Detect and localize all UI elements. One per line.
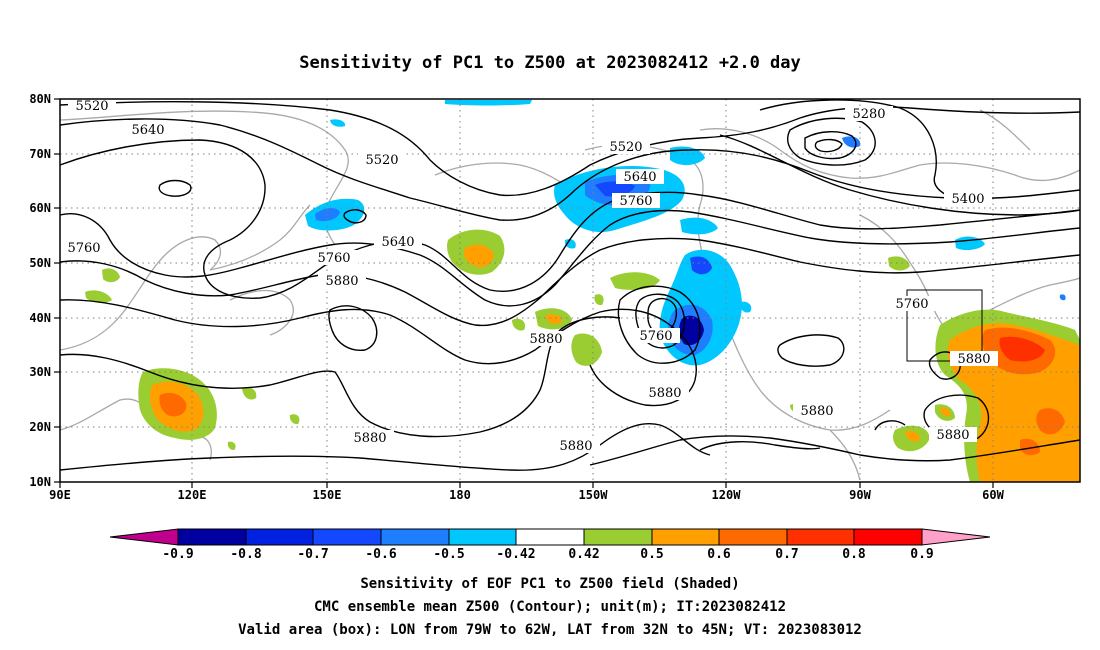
lon-tick-label: 90W bbox=[849, 488, 871, 502]
svg-text:5520: 5520 bbox=[75, 99, 108, 114]
colorbar-level-label: -0.9 bbox=[162, 547, 193, 562]
colorbar-level-label: -0.8 bbox=[230, 547, 261, 562]
lat-tick-label: 60N bbox=[29, 201, 51, 215]
svg-text:5520: 5520 bbox=[365, 153, 398, 168]
lon-tick-label: 90E bbox=[49, 488, 71, 502]
colorbar-bin bbox=[786, 528, 855, 546]
svg-text:5760: 5760 bbox=[895, 297, 928, 312]
colorbar-bin bbox=[380, 528, 450, 546]
contour-label: 5520 bbox=[358, 152, 406, 168]
valid-area-box bbox=[906, 289, 983, 362]
contour-label: 5880 bbox=[793, 403, 841, 419]
svg-text:5880: 5880 bbox=[957, 352, 990, 367]
colorbar-bin bbox=[651, 528, 720, 546]
graticule bbox=[60, 99, 1080, 482]
colorbar-level-label: -0.5 bbox=[433, 547, 464, 562]
lat-tick-label: 20N bbox=[29, 420, 51, 434]
colorbar-bin bbox=[312, 528, 382, 546]
contour-label: 5880 bbox=[552, 438, 600, 454]
svg-text:5520: 5520 bbox=[609, 140, 642, 155]
svg-text:5880: 5880 bbox=[559, 439, 592, 454]
contour-label: 5760 bbox=[310, 250, 358, 266]
lon-tick-label: 120E bbox=[178, 488, 207, 502]
svg-text:5880: 5880 bbox=[648, 386, 681, 401]
colorbar-level-label: 0.9 bbox=[910, 547, 933, 562]
colorbar: -0.9 -0.8 -0.7 -0.6 -0.5 -0.42 0.42 0.5 … bbox=[109, 528, 991, 562]
svg-text:5880: 5880 bbox=[936, 428, 969, 443]
contour-label: 5400 bbox=[944, 191, 992, 207]
svg-text:5880: 5880 bbox=[353, 431, 386, 446]
contour-label: 5640 bbox=[616, 169, 664, 185]
contour-label: 5880 bbox=[318, 273, 366, 289]
colorbar-level-label: 0.8 bbox=[842, 547, 866, 562]
colorbar-level-label: 0.42 bbox=[568, 547, 599, 562]
contour-label: 5880 bbox=[929, 427, 977, 443]
contour-label: 5880 bbox=[950, 351, 998, 367]
contour-label: 5640 bbox=[124, 122, 172, 138]
colorbar-bin bbox=[448, 528, 517, 546]
contour-label: 5880 bbox=[346, 430, 394, 446]
colorbar-high-arrow bbox=[921, 528, 991, 546]
lat-tick-label: 30N bbox=[29, 365, 51, 379]
svg-text:5640: 5640 bbox=[131, 123, 164, 138]
svg-text:5280: 5280 bbox=[852, 107, 885, 122]
contour-label: 5280 bbox=[845, 106, 893, 122]
svg-text:5760: 5760 bbox=[619, 194, 652, 209]
lat-tick-label: 50N bbox=[29, 256, 51, 270]
lon-tick-label: 150W bbox=[579, 488, 609, 502]
lon-tick-label: 60W bbox=[982, 488, 1004, 502]
svg-text:5880: 5880 bbox=[325, 274, 358, 289]
colorbar-bin bbox=[853, 528, 923, 546]
colorbar-bin bbox=[245, 528, 314, 546]
colorbar-low-arrow bbox=[109, 528, 179, 546]
svg-text:5400: 5400 bbox=[951, 192, 984, 207]
colorbar-level-label: 0.7 bbox=[775, 547, 798, 562]
lat-tick-label: 70N bbox=[29, 147, 51, 161]
contour-label: 5760 bbox=[612, 193, 660, 209]
contour-label: 5520 bbox=[602, 139, 650, 155]
colorbar-bin bbox=[583, 528, 653, 546]
lat-tick-label: 10N bbox=[29, 475, 51, 489]
colorbar-bin bbox=[515, 528, 585, 546]
contour-label: 5640 bbox=[374, 234, 422, 250]
svg-text:5760: 5760 bbox=[639, 329, 672, 344]
map-title: Sensitivity of PC1 to Z500 at 2023082412… bbox=[299, 53, 801, 73]
colorbar-level-label: 0.5 bbox=[640, 547, 663, 562]
map-frame: 5520 5640 5520 5640 5760 5880 5760 5520 … bbox=[59, 98, 1081, 483]
svg-text:5760: 5760 bbox=[317, 251, 350, 266]
contour-labels: 5520 5640 5520 5640 5760 5880 5760 5520 … bbox=[60, 99, 998, 454]
svg-text:5880: 5880 bbox=[529, 332, 562, 347]
svg-text:5760: 5760 bbox=[67, 241, 100, 256]
colorbar-level-label: -0.42 bbox=[496, 547, 535, 562]
colorbar-level-label: 0.6 bbox=[707, 547, 731, 562]
colorbar-level-label: -0.6 bbox=[365, 547, 396, 562]
colorbar-bin bbox=[177, 528, 247, 546]
colorbar-bin bbox=[718, 528, 788, 546]
svg-text:5880: 5880 bbox=[800, 404, 833, 419]
caption-line-2: CMC ensemble mean Z500 (Contour); unit(m… bbox=[314, 599, 786, 615]
lon-tick-label: 150E bbox=[313, 488, 342, 502]
contour-label: 5880 bbox=[641, 385, 689, 401]
colorbar-level-label: -0.7 bbox=[297, 547, 328, 562]
z500-contours bbox=[60, 99, 1080, 471]
lat-axis: 80N 70N 60N 50N 40N 30N 20N 10N bbox=[29, 92, 60, 489]
contour-label: 5520 bbox=[68, 99, 116, 114]
svg-text:5640: 5640 bbox=[623, 170, 656, 185]
contour-label: 5760 bbox=[632, 328, 680, 344]
lon-tick-label: 180 bbox=[449, 488, 471, 502]
lon-axis: 90E 120E 150E 180 150W 120W 90W 60W bbox=[49, 482, 1005, 502]
contour-label: 5760 bbox=[60, 240, 108, 256]
lat-tick-label: 40N bbox=[29, 311, 51, 325]
lat-tick-label: 80N bbox=[29, 92, 51, 106]
caption-line-3: Valid area (box): LON from 79W to 62W, L… bbox=[238, 622, 862, 638]
caption-line-1: Sensitivity of EOF PC1 to Z500 field (Sh… bbox=[360, 576, 739, 592]
svg-text:5640: 5640 bbox=[381, 235, 414, 250]
contour-label: 5760 bbox=[888, 296, 936, 312]
contour-label: 5880 bbox=[522, 331, 570, 347]
lon-tick-label: 120W bbox=[712, 488, 742, 502]
